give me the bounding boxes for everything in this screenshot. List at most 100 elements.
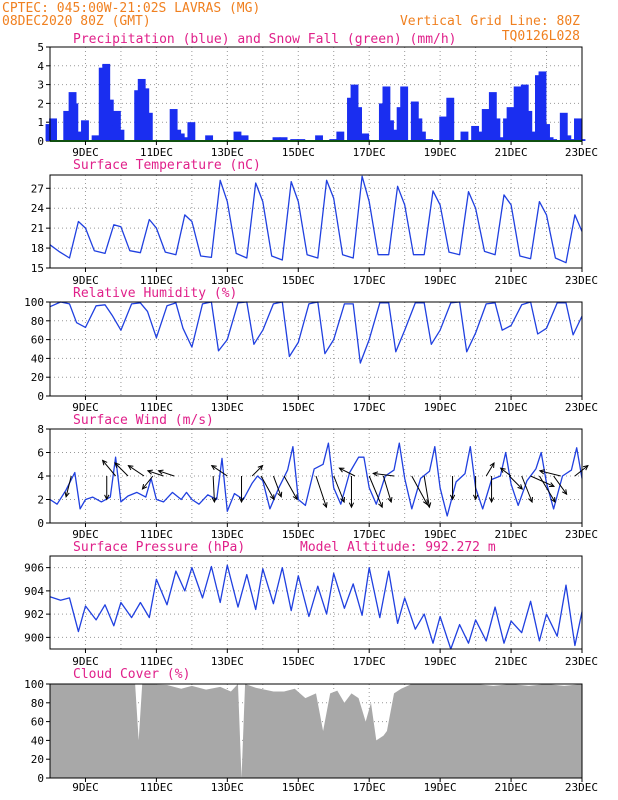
- x-tick-label: 19DEC: [424, 655, 457, 668]
- wind-arrow-head: [104, 494, 110, 501]
- wind-arrow-head: [210, 464, 217, 471]
- wind-arrow-head: [472, 494, 479, 501]
- wind-arrow-shaft: [500, 467, 512, 477]
- wind-arrow: [499, 467, 512, 477]
- panel-subtitle: Model Altitude: 992.272 m: [300, 540, 496, 555]
- panel-title: Precipitation (blue) and Snow Fall (gree…: [73, 32, 457, 47]
- y-tick-label: 100: [24, 678, 44, 691]
- x-tick-label: 11DEC: [140, 528, 173, 541]
- wind-arrow: [449, 476, 456, 501]
- y-tick-label: 80: [31, 697, 44, 710]
- precipitation-bar: [279, 137, 288, 141]
- x-tick-label: 23DEC: [565, 781, 598, 794]
- wind-arrow: [315, 475, 328, 509]
- x-tick-label: 21DEC: [495, 401, 528, 414]
- precipitation-bar: [187, 122, 196, 141]
- wind-arrow-shaft: [283, 475, 298, 500]
- wind-arrow-shaft: [411, 475, 428, 505]
- precipitation-bar: [460, 131, 469, 141]
- precipitation-bar: [112, 110, 121, 141]
- cloud-cover-area: [50, 684, 582, 778]
- x-tick-label: 23DEC: [565, 655, 598, 668]
- wind-arrow-head: [146, 469, 153, 475]
- wind-arrow: [64, 475, 72, 498]
- wind-arrow-head: [238, 497, 245, 504]
- x-tick-label: 15DEC: [282, 274, 315, 287]
- wind-arrow: [251, 464, 264, 477]
- precipitation-bar: [417, 131, 426, 141]
- x-tick-label: 13DEC: [211, 274, 244, 287]
- panel-cloud: 0 20 40 60 80 100 9DEC 11DEC 13DEC 15DEC 17DEC 19DE…: [24, 667, 598, 794]
- x-tick-label: 11DEC: [140, 146, 173, 159]
- y-tick-label: 906: [24, 562, 44, 575]
- precipitation-bar: [205, 135, 214, 141]
- wind-arrow-head: [292, 494, 298, 501]
- x-tick-label: 21DEC: [495, 655, 528, 668]
- precipitation-bar: [439, 116, 448, 141]
- wind-arrow-head: [211, 497, 217, 504]
- y-tick-label: 100: [24, 296, 44, 309]
- wind-arrow: [141, 475, 154, 490]
- wind-arrow: [210, 464, 228, 477]
- x-tick-label: 17DEC: [353, 401, 386, 414]
- wind-arrow-shaft: [251, 465, 263, 477]
- precipitation-bar: [315, 135, 323, 141]
- precipitation-bar: [354, 107, 362, 141]
- precipitation-bar: [492, 118, 501, 141]
- y-tick-label: 0: [37, 390, 44, 403]
- header-date-line: 08DEC2020 80Z (GMT): [2, 14, 151, 29]
- wind-arrow-shaft: [315, 475, 327, 508]
- wind-arrow: [338, 467, 356, 477]
- wind-arrow: [521, 475, 533, 504]
- wind-arrow-shaft: [368, 475, 383, 508]
- precipitation-bar: [538, 71, 547, 141]
- panel-pressure: 900 902 904 906 9DEC 11DEC 13DEC 15DEC 17DEC 19DE…: [24, 540, 598, 668]
- panels: 0 1 2 3 4 5 9DEC 11DEC 13DEC 15DEC 17DEC 19DEC 21DEC…: [24, 32, 598, 794]
- x-tick-label: 21DEC: [495, 146, 528, 159]
- wind-arrow: [538, 469, 561, 477]
- wind-arrow: [372, 471, 395, 477]
- x-tick-label: 15DEC: [282, 401, 315, 414]
- wind-arrow-shaft: [339, 467, 356, 477]
- wind-arrow: [114, 462, 129, 477]
- panel-frame: [49, 683, 583, 779]
- x-tick-label: 15DEC: [282, 146, 315, 159]
- wind-arrow-head: [101, 459, 108, 466]
- wind-arrow-head: [449, 494, 456, 501]
- wind-arrow-head: [257, 464, 264, 471]
- x-tick-label: 9DEC: [72, 146, 99, 159]
- precipitation-bar: [81, 120, 89, 141]
- wind-arrow: [368, 475, 383, 509]
- y-tick-label: 40: [31, 352, 44, 365]
- x-tick-label: 15DEC: [282, 781, 315, 794]
- precipitation-bar: [513, 86, 522, 141]
- wind-arrow: [260, 475, 275, 501]
- wind-arrow-head: [114, 462, 120, 468]
- wind-arrow-head: [277, 491, 283, 498]
- wind-arrow-head: [528, 496, 533, 504]
- wind-arrow-shaft: [212, 475, 215, 503]
- wind-arrow: [104, 476, 110, 501]
- wind-arrow-head: [538, 469, 545, 475]
- x-tick-label: 9DEC: [72, 781, 99, 794]
- precipitation-bar: [105, 99, 114, 141]
- x-tick-label: 19DEC: [424, 781, 457, 794]
- wind-arrow: [238, 476, 245, 504]
- wind-arrow-head: [141, 484, 148, 490]
- precipitation-bar: [446, 97, 455, 141]
- y-tick-label: 4: [37, 60, 44, 73]
- header-station-line: CPTEC: 045:00W-21:02S LAVRAS (MG): [2, 1, 260, 16]
- x-tick-label: 19DEC: [424, 401, 457, 414]
- panel-wind: 0 2 4 6 8 9DEC 11DEC 13DEC 15DEC 17DEC 19DEC 21DEC 2…: [37, 413, 598, 541]
- panel-temperature: 15 18 21 24 27 9DEC 11DEC 13DEC 15DEC 17DEC 19DEC 2…: [31, 158, 598, 287]
- wind-arrow-shaft: [158, 470, 175, 477]
- panel-title: Surface Wind (m/s): [73, 413, 214, 428]
- y-tick-label: 4: [37, 470, 44, 483]
- x-tick-label: 21DEC: [495, 528, 528, 541]
- panel-title: Surface Temperature (nC): [73, 158, 261, 173]
- wind-arrow-shaft: [508, 475, 523, 490]
- x-tick-label: 13DEC: [211, 655, 244, 668]
- x-tick-label: 11DEC: [140, 401, 173, 414]
